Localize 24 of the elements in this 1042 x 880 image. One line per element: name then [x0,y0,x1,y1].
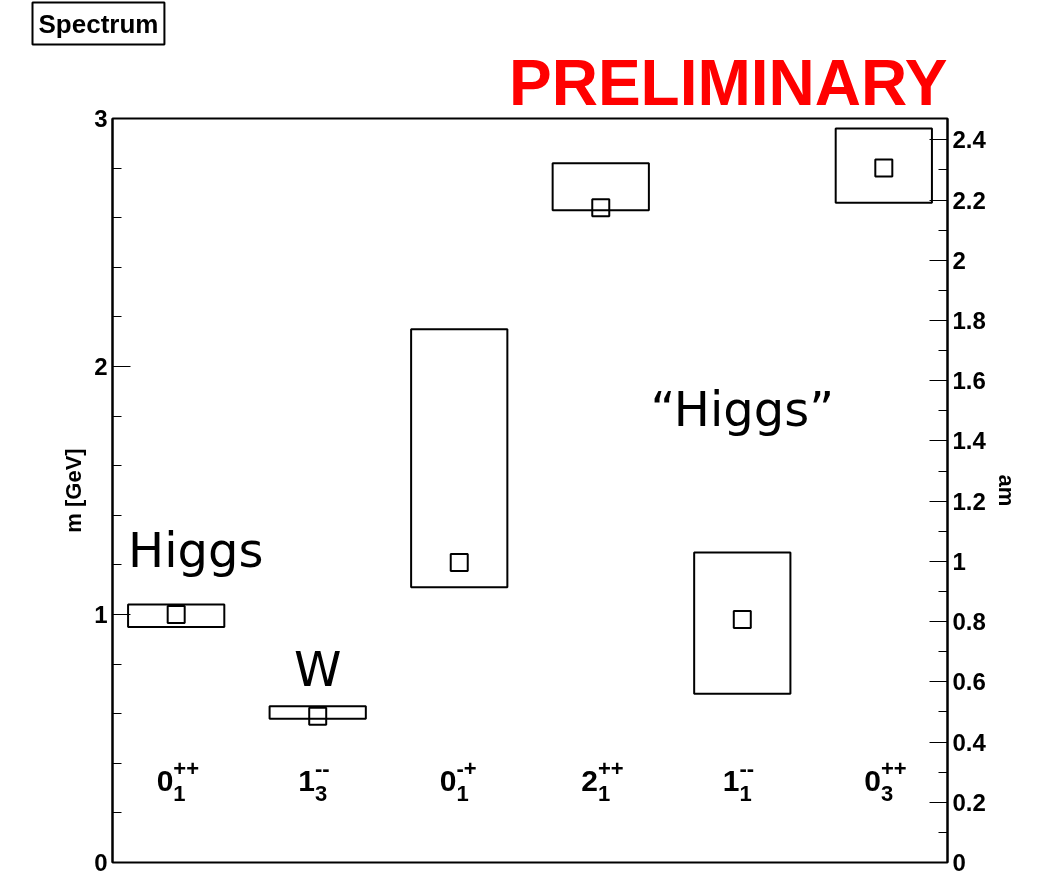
y2-tick-label: 2 [952,246,966,274]
y2-tick-label: 0.6 [952,668,986,696]
annotation: PRELIMINARY [508,46,948,119]
y-tick-label: 3 [94,105,108,132]
annotation: W [293,641,342,698]
annotation: Higgs [128,522,264,579]
y2-tick-label: 1 [952,547,966,575]
y-tick-label: 1 [94,601,108,628]
y-axis-title: m [GeV] [61,448,87,533]
y2-tick-label: 1.8 [952,307,986,335]
y2-axis-title: am [993,474,1019,507]
y2-tick-label: 1.2 [952,487,986,515]
y-tick-label: 0 [94,849,108,876]
y2-tick-label: 0 [952,849,966,876]
y2-tick-label: 1.4 [952,427,987,455]
y2-tick-label: 0.2 [952,788,986,816]
y2-tick-label: 2.2 [952,186,986,214]
y2-tick-label: 1.6 [952,367,986,395]
chart-title: Spectrum [38,8,159,39]
y2-tick-label: 0.4 [952,728,987,756]
y2-tick-label: 2.4 [952,126,987,154]
y2-tick-label: 0.8 [952,608,986,636]
y-tick-label: 2 [94,353,108,380]
annotation: “Higgs” [650,380,835,437]
